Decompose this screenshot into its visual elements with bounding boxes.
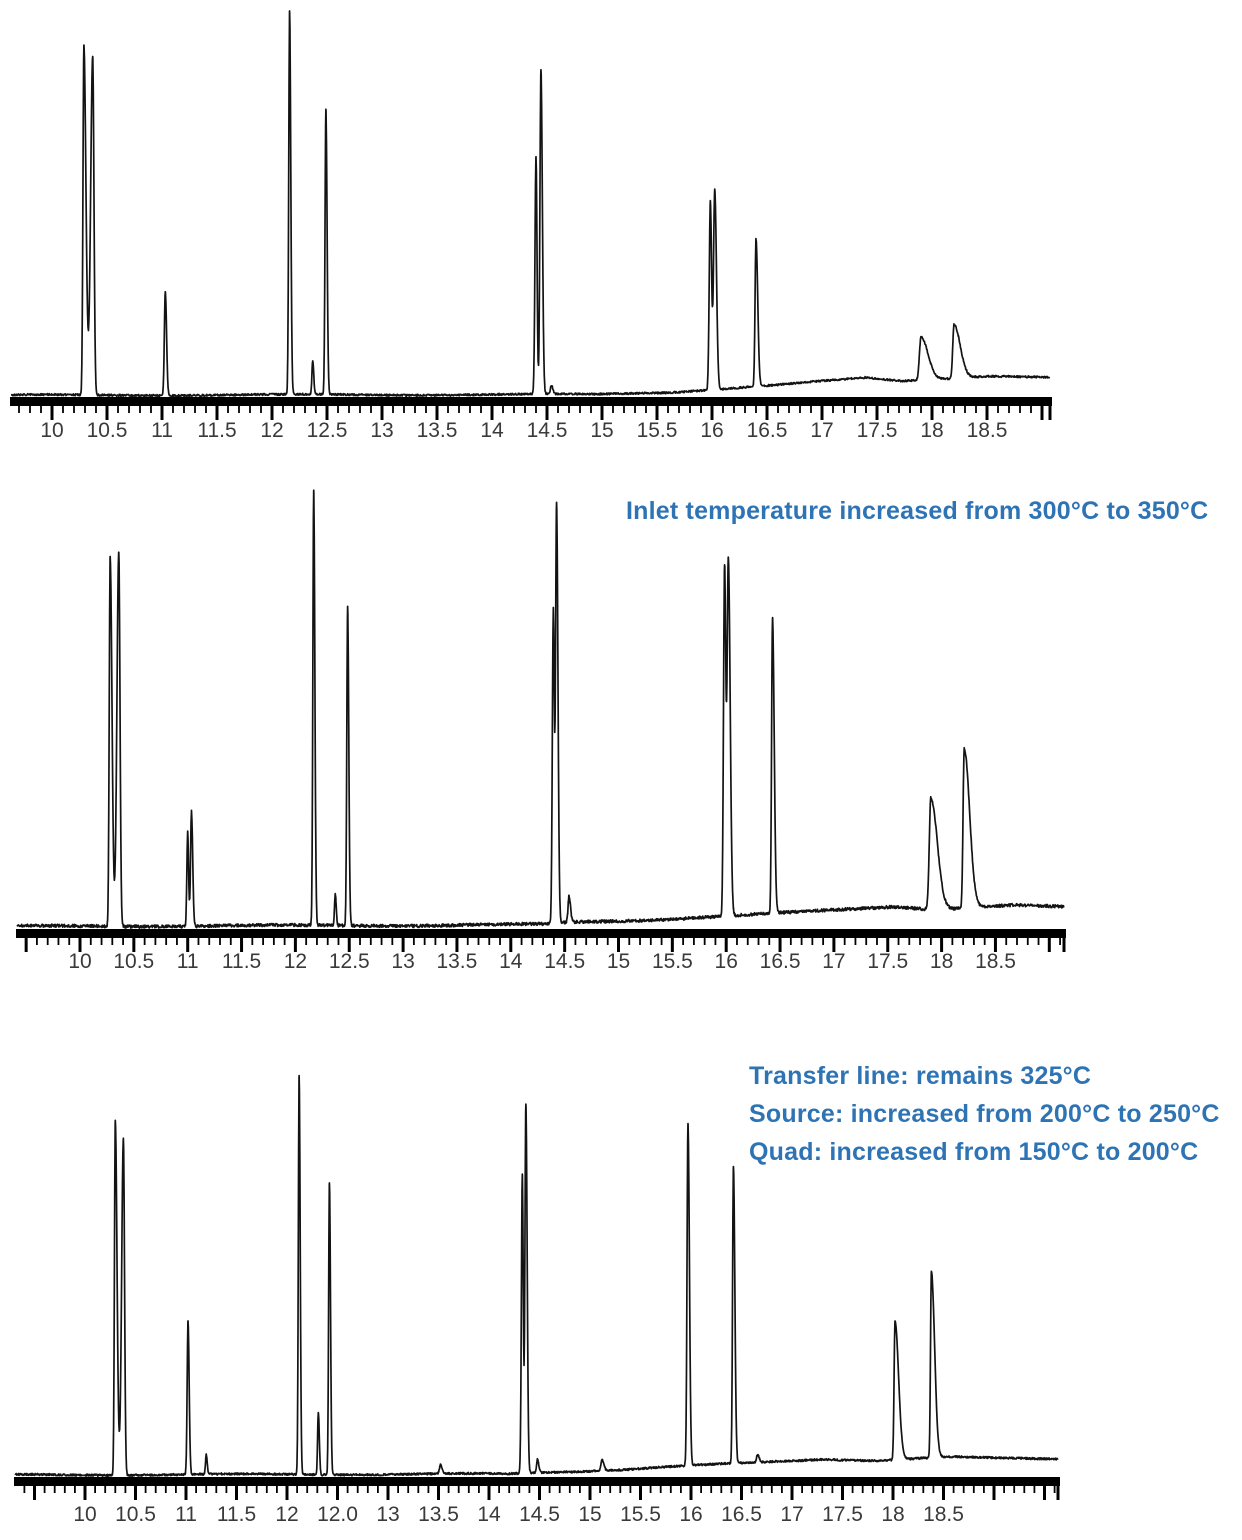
tick-label: 12.5 xyxy=(307,419,348,442)
tick-label: 18.5 xyxy=(923,1503,964,1526)
tick-label: 17.5 xyxy=(867,950,908,973)
tick-label: 15 xyxy=(578,1503,601,1526)
tick-label: 12.5 xyxy=(329,950,370,973)
tick-label: 12 xyxy=(284,950,307,973)
tick-label: 10 xyxy=(40,419,63,442)
chromatogram-trace xyxy=(14,1074,1059,1478)
tick-label: 16.5 xyxy=(747,419,788,442)
tick-label: 17.5 xyxy=(822,1503,863,1526)
tick-label: 13.5 xyxy=(418,1503,459,1526)
tick-label: 10 xyxy=(73,1503,96,1526)
tick-label: 11 xyxy=(177,950,199,973)
tick-label: 17 xyxy=(780,1503,803,1526)
tick-label: 13 xyxy=(376,1503,399,1526)
tick-label: 14 xyxy=(499,950,523,973)
chromatogram-trace xyxy=(10,10,1051,398)
tick-label: 18.5 xyxy=(967,419,1008,442)
tick-label: 10 xyxy=(68,950,91,973)
tick-label: 16.5 xyxy=(721,1503,762,1526)
x-axis-ruler xyxy=(10,397,1052,406)
tick-label: 17 xyxy=(810,419,833,442)
annotation-source: Source: increased from 200°C to 250°C xyxy=(749,1100,1220,1128)
tick-label: 13.5 xyxy=(436,950,477,973)
tick-label: 18.5 xyxy=(975,950,1016,973)
tick-label: 11 xyxy=(151,419,173,442)
tick-label: 16 xyxy=(679,1503,702,1526)
tick-label: 15 xyxy=(590,419,613,442)
chromatogram-trace xyxy=(16,489,1065,929)
tick-label: 16 xyxy=(700,419,723,442)
tick-label: 12 xyxy=(275,1503,298,1526)
tick-label: 15.5 xyxy=(652,950,693,973)
tick-label: 13.5 xyxy=(417,419,458,442)
annotation-transfer-line: Transfer line: remains 325°C xyxy=(749,1062,1092,1090)
annotation-quad: Quad: increased from 150°C to 200°C xyxy=(749,1138,1199,1166)
tick-label: 13 xyxy=(370,419,393,442)
tick-label: 12.0 xyxy=(317,1503,358,1526)
tick-label: 15.5 xyxy=(620,1503,661,1526)
tick-label: 17 xyxy=(822,950,845,973)
x-axis-ruler xyxy=(14,1477,1060,1486)
tick-label: 10.5 xyxy=(115,1503,156,1526)
tick-label: 18 xyxy=(881,1503,904,1526)
tick-label: 11.5 xyxy=(217,1503,256,1526)
tick-label: 10.5 xyxy=(113,950,154,973)
tick-label: 16.5 xyxy=(760,950,801,973)
tick-label: 14.5 xyxy=(544,950,585,973)
tick-label: 14 xyxy=(477,1503,501,1526)
tick-label: 11 xyxy=(175,1503,197,1526)
tick-label: 11.5 xyxy=(222,950,261,973)
tick-label: 16 xyxy=(715,950,738,973)
tick-label: 11.5 xyxy=(197,419,236,442)
tick-label: 15 xyxy=(607,950,630,973)
tick-label: 18 xyxy=(920,419,943,442)
x-axis-ruler xyxy=(16,929,1066,938)
annotation-inlet-temperature: Inlet temperature increased from 300°C t… xyxy=(626,497,1209,525)
tick-label: 14.5 xyxy=(519,1503,560,1526)
tick-label: 17.5 xyxy=(857,419,898,442)
tick-label: 18 xyxy=(930,950,953,973)
tick-label: 10.5 xyxy=(87,419,128,442)
tick-label: 12 xyxy=(260,419,283,442)
annotation-ms-temperatures: Transfer line: remains 325°C Source: inc… xyxy=(749,1057,1220,1171)
tick-label: 13 xyxy=(391,950,414,973)
tick-label: 15.5 xyxy=(637,419,678,442)
tick-label: 14.5 xyxy=(527,419,568,442)
tick-label: 14 xyxy=(480,419,504,442)
